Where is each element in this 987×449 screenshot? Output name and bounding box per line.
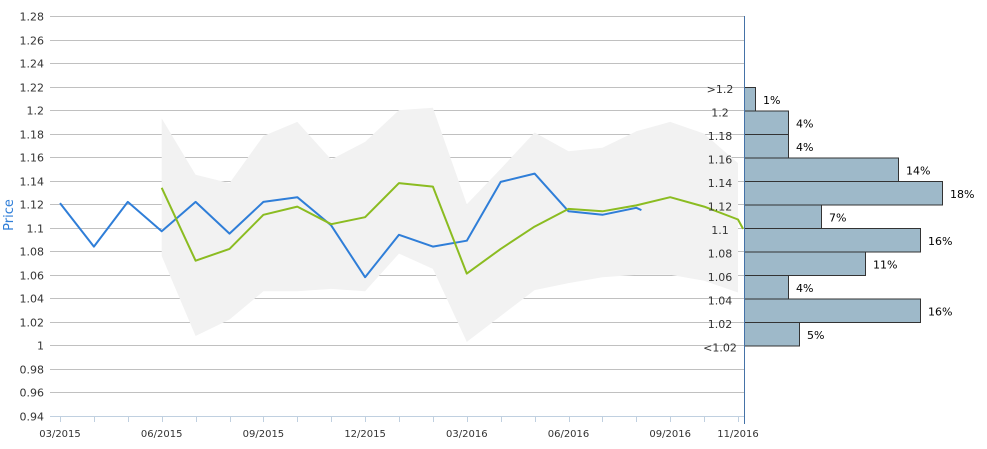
histogram-percent-label: 4% (796, 118, 813, 131)
histogram-bar (744, 157, 899, 182)
y-axis-title: Price (2, 199, 17, 231)
x-tick-label: 03/2015 (39, 429, 81, 440)
histogram-percent-label: 18% (950, 188, 974, 201)
histogram-bin-label: >1.2 (707, 83, 734, 96)
histogram-bar (744, 298, 921, 323)
x-tick-label: 09/2015 (243, 429, 285, 440)
histogram-bin-label: 1.08 (708, 248, 733, 261)
histogram-bar (744, 251, 866, 276)
y-tick-label: 1.18 (20, 129, 45, 142)
x-tick-label: 11/2016 (717, 429, 759, 440)
histogram-bar (744, 110, 789, 135)
histogram-bar (744, 181, 943, 206)
series-line-green (160, 182, 744, 275)
histogram-bin-label: 1.1 (711, 224, 729, 237)
y-tick-label: 1.26 (20, 35, 45, 48)
x-tick-label: 06/2016 (548, 429, 590, 440)
y-tick-label: 1.22 (20, 82, 45, 95)
y-tick-label: 1.02 (20, 317, 45, 330)
series-line-blue (59, 172, 642, 279)
confidence-band (161, 107, 738, 342)
histogram-bar (744, 204, 822, 229)
y-tick-label: 0.98 (20, 364, 45, 377)
series-lines (59, 172, 744, 279)
histogram-percent-label: 7% (829, 212, 846, 225)
y-tick-label: 1.14 (20, 176, 45, 189)
histogram-bar (744, 322, 800, 347)
histogram-bar (744, 134, 789, 159)
histogram-bin-label: 1.02 (708, 318, 733, 331)
histogram-bin-label: 1.12 (708, 201, 733, 214)
x-tick-label: 03/2016 (446, 429, 488, 440)
histogram-percent-label: 5% (807, 329, 824, 342)
y-tick-label: 1 (37, 340, 44, 353)
histogram-bin-label: 1.06 (708, 271, 733, 284)
x-tick-label: 12/2015 (344, 429, 386, 440)
y-tick-label: 1.2 (27, 105, 45, 118)
y-tick-label: 1.12 (20, 199, 45, 212)
histogram-percent-label: 14% (906, 165, 930, 178)
y-tick-label: 1.06 (20, 270, 45, 283)
y-tick-label: 1.08 (20, 246, 45, 259)
histogram-bar (744, 87, 756, 112)
histogram-percent-label: 1% (763, 94, 780, 107)
histogram-percent-label: 16% (928, 235, 952, 248)
histogram-percent-label: 16% (928, 306, 952, 319)
y-tick-label: 1.16 (20, 152, 45, 165)
axes (50, 16, 745, 424)
x-tick-label: 06/2015 (141, 429, 183, 440)
histogram-bin-label: 1.16 (708, 154, 733, 167)
histogram-percent-label: 11% (873, 259, 897, 272)
histogram-percent-label: 4% (796, 282, 813, 295)
histogram-bin-label: 1.04 (708, 295, 733, 308)
histogram-bar (744, 275, 789, 300)
histogram-bin-label: 1.14 (708, 177, 733, 190)
histogram-bin-label: <1.02 (703, 342, 737, 355)
histogram-percent-label: 4% (796, 141, 813, 154)
y-tick-label: 1.1 (27, 223, 45, 236)
histogram (744, 87, 943, 347)
histogram-bin-label: 1.18 (708, 130, 733, 143)
y-tick-label: 0.94 (20, 411, 45, 424)
y-tick-label: 0.96 (20, 387, 45, 400)
histogram-bin-label: 1.2 (711, 107, 729, 120)
labels: 0.940.960.9811.021.041.061.081.11.121.14… (20, 11, 975, 441)
x-tick-label: 09/2016 (649, 429, 691, 440)
y-tick-label: 1.28 (20, 11, 45, 24)
histogram-bar (744, 228, 921, 253)
y-tick-label: 1.04 (20, 293, 45, 306)
band-area (161, 107, 738, 342)
y-tick-label: 1.24 (20, 58, 45, 71)
